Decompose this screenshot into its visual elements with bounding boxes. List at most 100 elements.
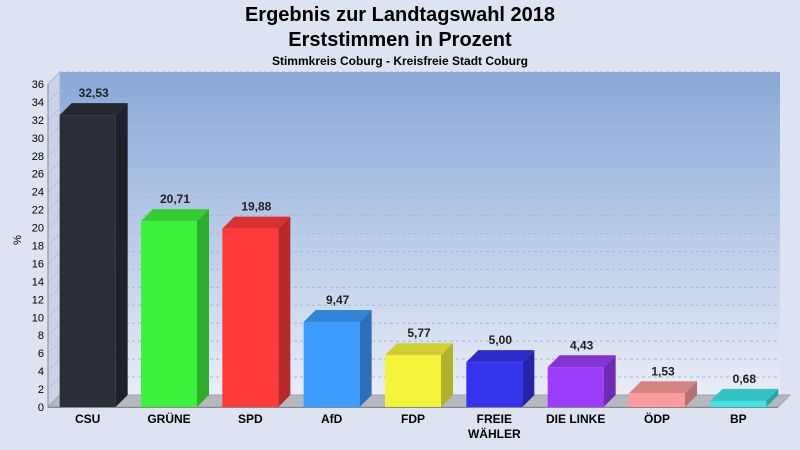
y-tick-label: 24 xyxy=(32,187,44,199)
bar-front xyxy=(59,115,116,408)
gridline-wall xyxy=(47,161,61,175)
y-tick-label: 2 xyxy=(38,384,44,396)
gridline-wall xyxy=(47,143,61,157)
bar-side xyxy=(115,103,128,408)
bar-side xyxy=(766,388,779,407)
gridline-wall xyxy=(47,286,61,300)
x-tick-label: CSU xyxy=(75,412,100,426)
bar-top xyxy=(710,388,779,401)
bar-value-label: 0,68 xyxy=(733,372,757,386)
bar-front xyxy=(222,228,279,407)
x-tick-label: SPD xyxy=(238,412,263,426)
bar-value-label: 9,47 xyxy=(326,293,350,307)
y-tick-label: 32 xyxy=(32,115,44,127)
gridline-wall xyxy=(47,233,61,246)
bar-side xyxy=(603,355,616,407)
bar-value-label: 20,71 xyxy=(160,192,190,206)
bar-side xyxy=(197,209,209,407)
x-tick-label: DIE LINKE xyxy=(546,412,605,426)
chart-subtitle: Erststimmen in Prozent xyxy=(288,29,512,51)
x-tick-label: FDP xyxy=(401,412,425,426)
bar-bp: 0,68 xyxy=(710,372,779,407)
x-tick-label: ÖDP xyxy=(644,411,670,426)
bar-spd: 19,88 xyxy=(222,200,291,407)
bar-value-label: 32,53 xyxy=(79,86,109,100)
x-tick-label: AfD xyxy=(321,412,343,426)
y-tick-label: 18 xyxy=(32,241,44,253)
bar-top xyxy=(547,355,616,368)
gridline-wall xyxy=(47,197,61,210)
bar-value-label: 1,53 xyxy=(651,364,675,378)
gridline-wall xyxy=(47,376,61,390)
bar-value-label: 19,88 xyxy=(241,200,271,214)
y-tick-label: 16 xyxy=(32,258,44,270)
y-tick-label: 14 xyxy=(32,276,44,288)
y-tick-label: 22 xyxy=(32,205,44,217)
bar-side xyxy=(359,310,372,407)
gridline-wall xyxy=(47,340,61,354)
gridline-wall xyxy=(47,107,61,121)
gridline-wall xyxy=(47,215,61,228)
bar-front xyxy=(629,393,685,407)
y-tick-label: 34 xyxy=(32,97,44,109)
bar-csu: 32,53 xyxy=(59,86,128,408)
y-tick-label: 36 xyxy=(32,79,44,91)
y-tick-label: 6 xyxy=(38,348,44,360)
y-tick-label: 20 xyxy=(32,223,44,235)
bar-front xyxy=(141,221,197,407)
bar-value-label: 5,77 xyxy=(407,326,431,340)
bar-front xyxy=(547,367,604,407)
gridline-wall xyxy=(47,358,61,372)
x-tick-label: GRÜNE xyxy=(147,411,190,426)
gridline-wall xyxy=(47,269,61,282)
bar-top xyxy=(222,216,291,229)
y-tick-label: 12 xyxy=(32,294,44,306)
y-tick-label: 28 xyxy=(32,151,44,163)
bar-front xyxy=(303,322,360,407)
plot-floor-edge xyxy=(48,407,778,408)
bar-front xyxy=(466,362,523,407)
gridline-wall xyxy=(47,179,61,193)
gridline-wall xyxy=(47,251,61,264)
chart-title: Ergebnis zur Landtagswahl 2018 xyxy=(244,4,556,26)
bar-value-label: 4,43 xyxy=(570,338,594,352)
bar-top xyxy=(59,103,128,116)
bar-top xyxy=(629,381,697,394)
bar-fdp: 5,77 xyxy=(385,326,453,407)
y-axis-label: % xyxy=(12,235,24,245)
x-tick-label: BP xyxy=(730,412,747,426)
bars: 32,53 20,71 19,88 9,47 5,77 5,00 4,43 1,53 0,68 xyxy=(59,86,779,408)
bar-ödp: 1,53 xyxy=(629,364,697,407)
bar-grüne: 20,71 xyxy=(141,192,209,407)
bar-side xyxy=(441,343,453,407)
y-tick-label: 8 xyxy=(38,330,44,342)
chart-caption: Stimmkreis Coburg - Kreisfreie Stadt Cob… xyxy=(271,54,529,68)
gridline-wall xyxy=(47,89,61,103)
y-tick-label: 30 xyxy=(32,133,44,145)
x-tick-label: WÄHLER xyxy=(468,426,521,441)
x-tick-label: FREIE xyxy=(477,412,512,426)
bar-side xyxy=(522,350,535,407)
bar-front xyxy=(385,355,441,407)
y-tick-label: 0 xyxy=(38,402,44,414)
bar-side xyxy=(278,216,291,407)
y-tick-label: 10 xyxy=(32,312,44,324)
gridline-wall xyxy=(47,322,61,336)
bar-value-label: 5,00 xyxy=(489,333,513,347)
bar-side xyxy=(685,381,697,407)
bar-front xyxy=(710,400,767,407)
bar-die-linke: 4,43 xyxy=(547,338,616,407)
bar-top xyxy=(141,209,209,222)
bar-afd: 9,47 xyxy=(303,293,372,407)
y-tick-label: 4 xyxy=(38,366,44,378)
bar-top xyxy=(385,343,453,356)
y-tick-label: 26 xyxy=(32,169,44,181)
gridline-wall xyxy=(47,71,61,85)
bar-top xyxy=(303,310,372,323)
bar-freie-wähler: 5,00 xyxy=(466,333,535,407)
bar-top xyxy=(466,350,535,363)
